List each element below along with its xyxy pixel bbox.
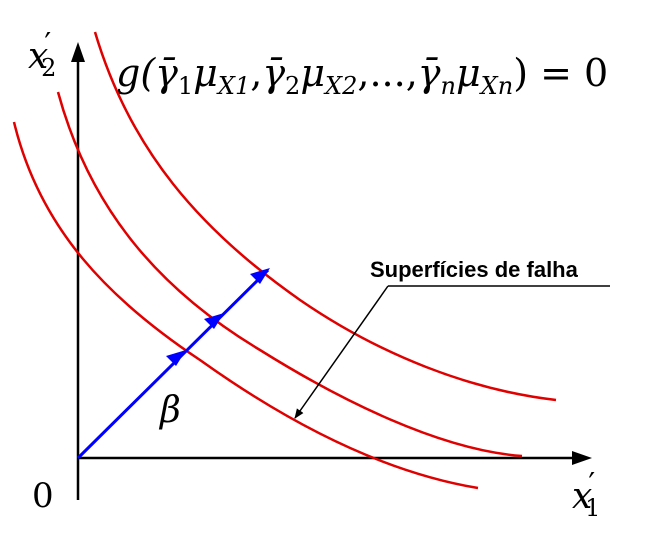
- beta-vector-line: [76, 268, 270, 460]
- y-axis-arrowhead: [71, 42, 85, 62]
- x-axis-label: x′ 1: [572, 467, 600, 522]
- beta-arrowhead-2: [204, 313, 224, 329]
- failure-surface-outer: [93, 31, 557, 402]
- y-axis-label: x′ 2: [28, 27, 56, 82]
- failure-surfaces: [12, 31, 557, 490]
- x-axis-arrowhead: [572, 451, 592, 465]
- axes: [71, 42, 592, 500]
- surfaces-label: Superfícies de falha: [370, 257, 579, 282]
- surfaces-leader-diagonal: [294, 285, 389, 419]
- surfaces-leader: [294, 285, 610, 419]
- origin-label: 0: [32, 476, 54, 516]
- beta-arrowhead-3: [250, 268, 270, 284]
- beta-arrowhead-1: [166, 350, 186, 366]
- limit-state-equation: g(γ̄1μX1,γ̄2μX2,...,γ̄nμXn) = 0: [116, 51, 608, 100]
- beta-label: β: [158, 390, 181, 431]
- beta-vector: [76, 268, 270, 460]
- failure-surface-middle: [56, 91, 523, 458]
- failure-surface-inner: [12, 121, 479, 490]
